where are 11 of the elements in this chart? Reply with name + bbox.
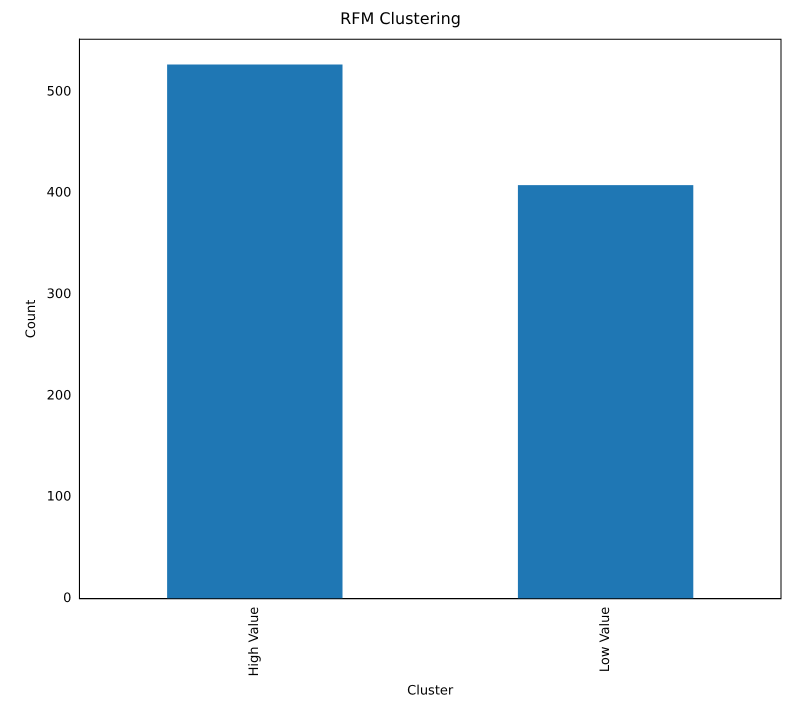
x-tick-label: Low Value [598,606,613,672]
y-tick-label: 200 [46,388,72,404]
x-tick-label: High Value [247,606,262,676]
y-tick-label: 500 [46,84,72,100]
y-tick-label: 100 [46,490,72,505]
chart-title: RFM Clustering [340,8,461,28]
y-tick-label: 0 [63,591,72,606]
y-axis-title: Count [24,300,40,338]
x-axis-title: Cluster [407,684,454,699]
y-tick-label: 400 [46,186,72,201]
y-tick-label: 300 [46,286,72,302]
